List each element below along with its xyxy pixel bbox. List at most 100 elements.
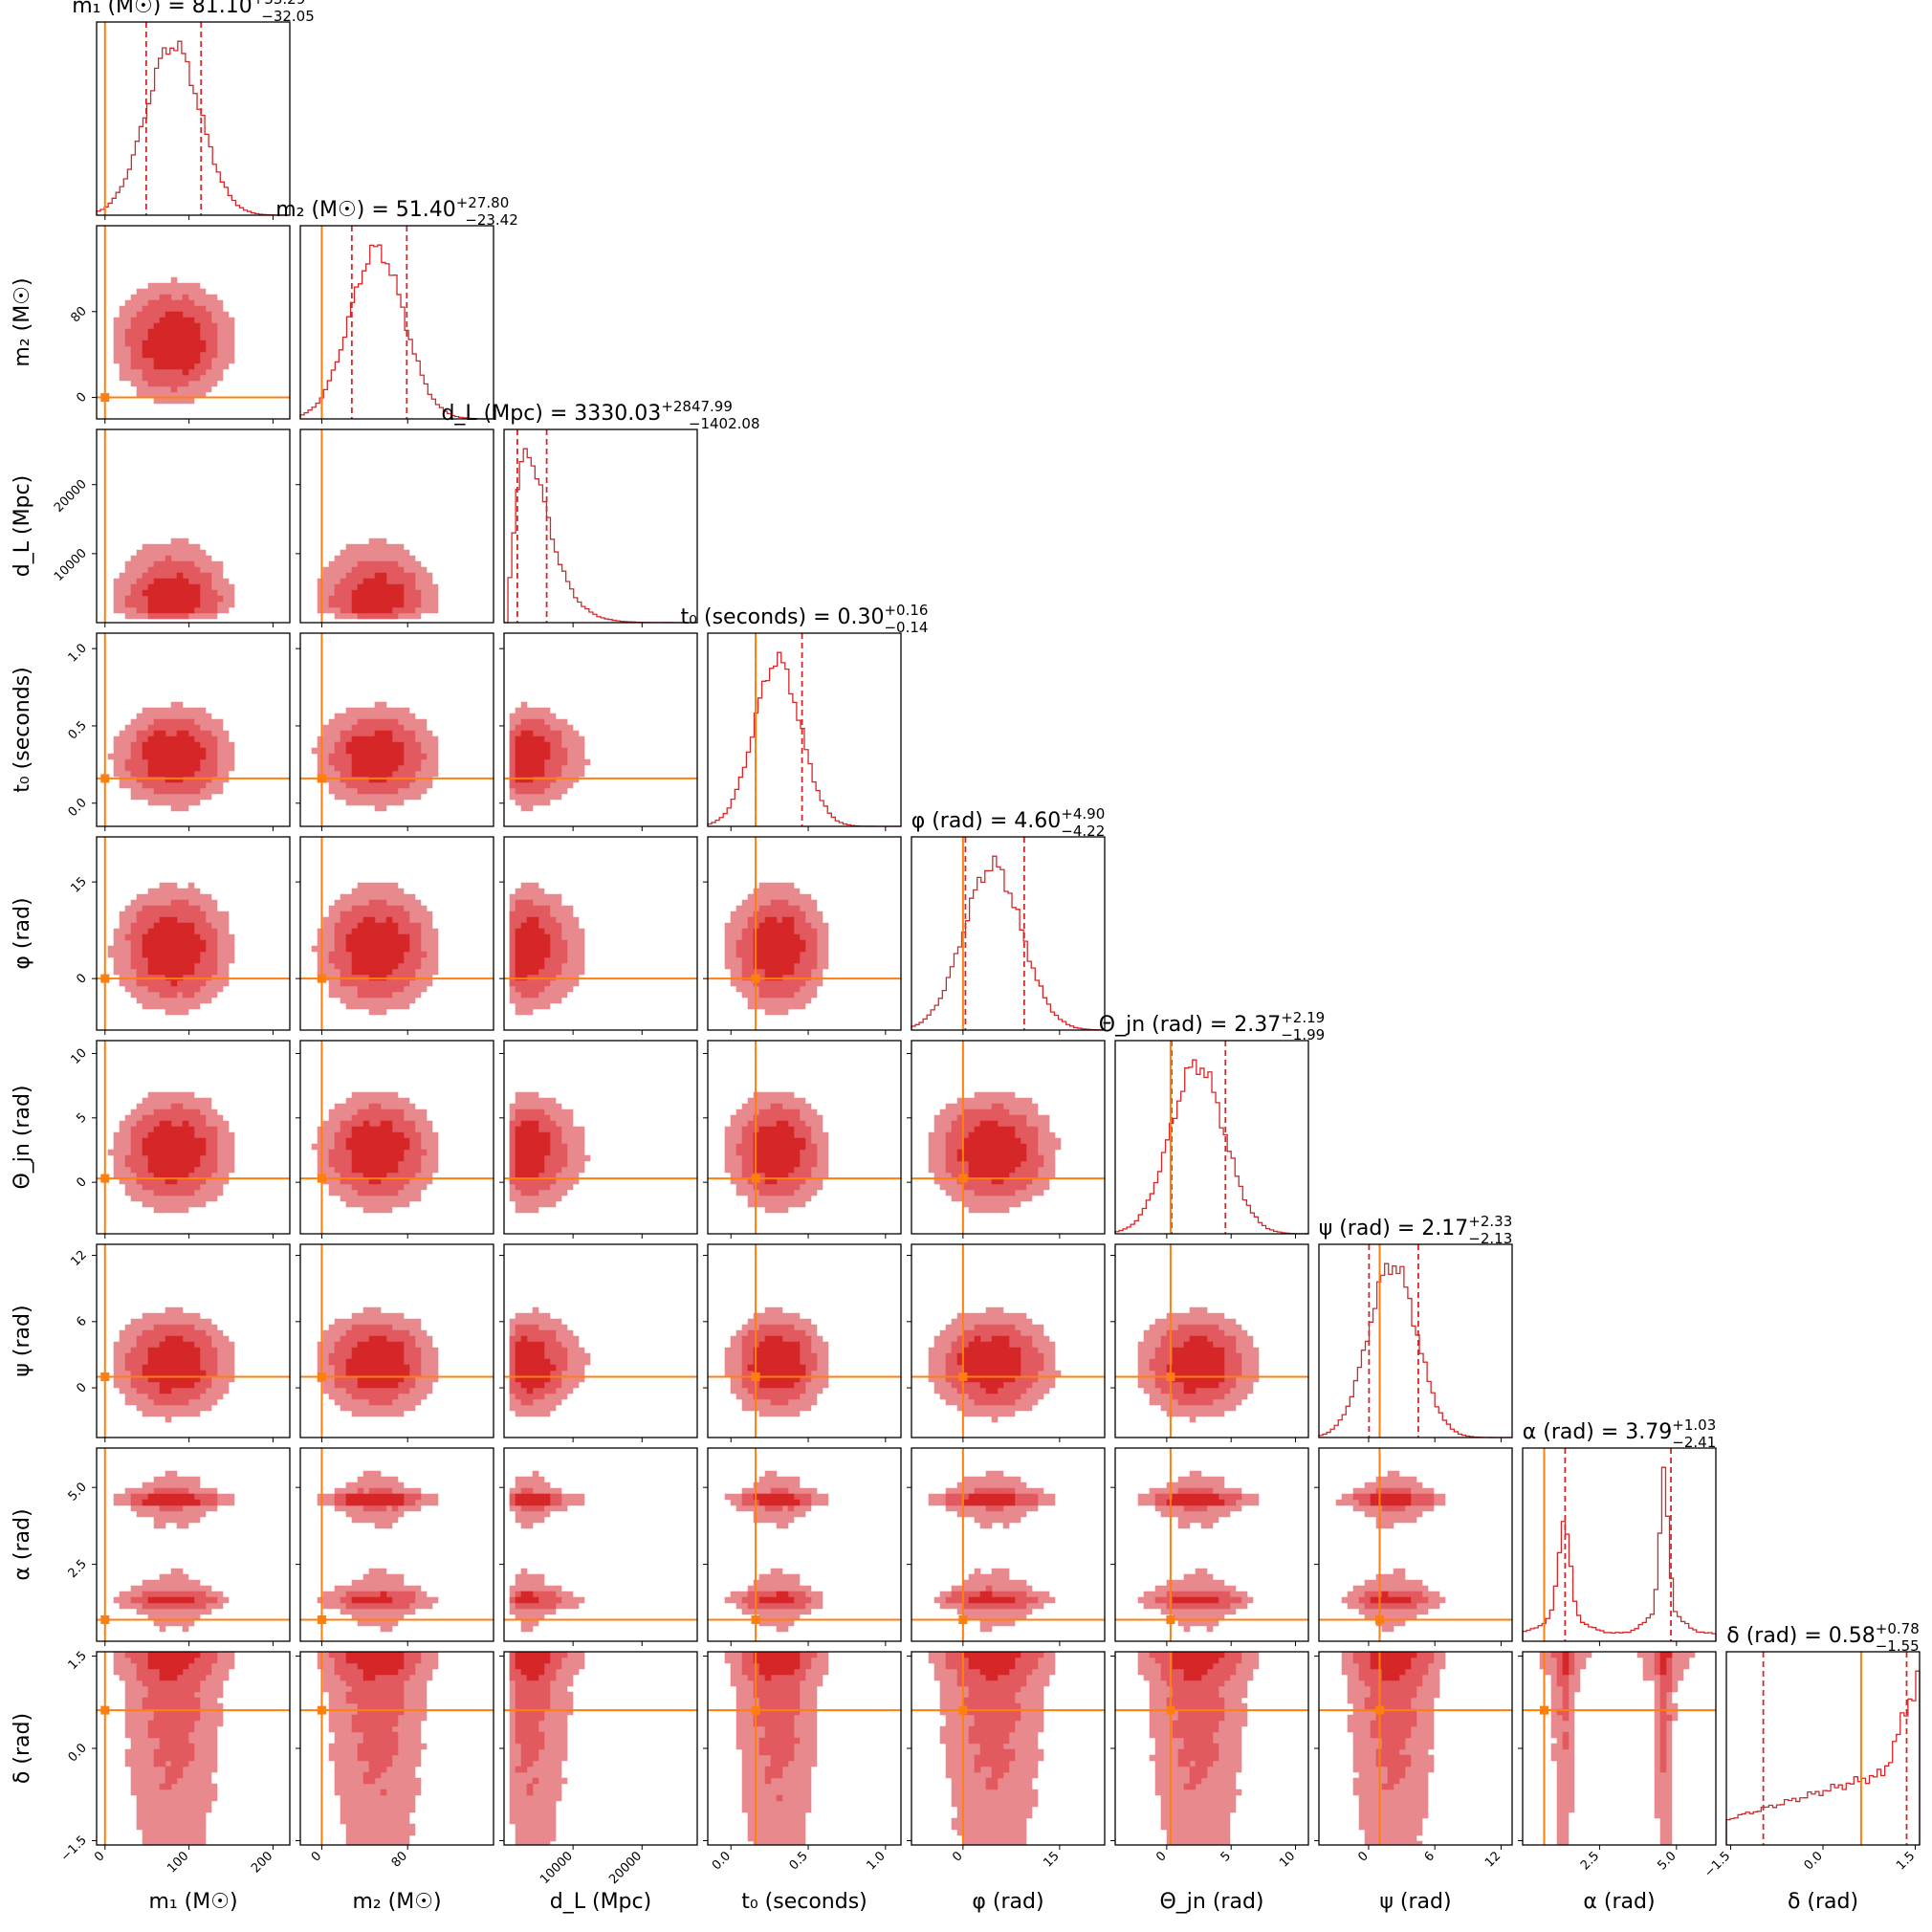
panel-delta-vs-theta	[1110, 1651, 1309, 1850]
title-main: α (rad) = 3.79	[1523, 1420, 1673, 1444]
panel-t0-vs-dL	[499, 632, 698, 831]
panel-frame	[503, 1447, 698, 1642]
truth-marker	[1540, 1705, 1549, 1715]
contour-layer	[300, 1652, 494, 1845]
marginal-histogram	[911, 855, 1106, 1031]
truth-marker	[958, 1705, 968, 1715]
truth-marker	[1374, 1705, 1384, 1715]
title-plus: +0.16	[884, 602, 928, 619]
contour-layer	[708, 1041, 901, 1234]
y-axis-label: Θ_jn (rad)	[11, 1085, 34, 1189]
panel-theta-vs-dL	[499, 1040, 698, 1239]
contour-layer	[97, 837, 290, 1030]
truth-marker	[100, 1705, 110, 1715]
panel-psi-vs-dL	[499, 1243, 698, 1442]
marginal-title: m₂ (M☉) = 51.40+27.80 −23.42	[275, 194, 518, 229]
contour-inner	[142, 572, 201, 614]
panel-m1-vs-m1: m₁ (M☉) = 81.10+33.29−32.05	[72, 0, 315, 220]
truth-marker	[317, 1372, 326, 1382]
truth-marker	[317, 1614, 326, 1624]
x-tick-label: 0.5	[787, 1849, 811, 1873]
contour-layer	[1319, 1652, 1512, 1845]
contour-inner	[962, 1493, 1016, 1604]
panel-frame	[707, 1040, 902, 1235]
panel-phi-vs-dL	[499, 836, 698, 1035]
panel-phi-vs-m2	[296, 836, 494, 1035]
panel-dL-vs-dL: d_L (Mpc) = 3330.03+2847.99 −1402.08	[441, 398, 760, 627]
panel-frame	[299, 836, 494, 1031]
panel-frame	[299, 428, 494, 624]
contour-inner	[351, 572, 405, 614]
truth-marker	[1166, 1614, 1175, 1624]
title-main: Θ_jn (rad) = 2.37	[1099, 1013, 1281, 1037]
panel-phi-vs-phi: φ (rad) = 4.60+4.90 −4.22	[911, 805, 1106, 1035]
panel-frame	[96, 836, 291, 1031]
panel-frame	[503, 1243, 698, 1438]
y-tick-label: 0.0	[66, 796, 90, 820]
x-axis-label: t₀ (seconds)	[741, 1890, 867, 1914]
contour-layer	[504, 1091, 697, 1214]
contour-layer	[300, 633, 494, 826]
title-main: m₁ (M☉) = 81.10	[72, 0, 252, 18]
x-tick-label: 0	[92, 1849, 107, 1864]
y-tick-label: 5.0	[66, 1480, 90, 1504]
contour-inner	[1166, 1493, 1225, 1604]
panel-alpha-vs-t0	[703, 1447, 902, 1646]
contour-inner	[1370, 1652, 1417, 1681]
x-tick-label: 0	[1153, 1849, 1169, 1864]
panel-frame	[911, 836, 1106, 1031]
title-minus: −2.41	[1672, 1434, 1716, 1451]
contour-middle	[741, 1652, 818, 1802]
marginal-title: t₀ (seconds) = 0.30+0.16 −0.14	[681, 602, 929, 636]
truth-marker	[751, 1614, 760, 1624]
x-tick-label: 100	[165, 1849, 191, 1876]
panel-theta-vs-m1	[92, 1040, 291, 1239]
contour-inner	[147, 1652, 201, 1681]
truth-marker	[751, 1705, 760, 1715]
marginal-histogram	[299, 244, 494, 420]
panel-frame	[503, 1040, 698, 1235]
y-tick-label: 10	[69, 1046, 90, 1067]
contour-inner	[753, 1120, 806, 1185]
title-main: ψ (rad) = 2.17	[1319, 1217, 1469, 1240]
panel-frame	[96, 632, 291, 827]
contour-layer	[504, 882, 697, 1016]
panel-delta-vs-psi	[1314, 1651, 1513, 1850]
panel-dL-vs-m2	[296, 428, 494, 627]
y-tick-label: 15	[69, 874, 90, 895]
marginal-title: m₁ (M☉) = 81.10+33.29−32.05	[72, 0, 315, 25]
x-tick-label: 0.0	[1802, 1849, 1826, 1873]
title-minus: −4.22	[1061, 823, 1105, 840]
contour-inner	[142, 730, 207, 783]
contour-inner	[345, 1120, 410, 1185]
marginal-histogram	[1114, 1059, 1309, 1235]
contour-layer	[504, 1470, 697, 1633]
panel-theta-vs-theta: Θ_jn (rad) = 2.37+2.19 −1.99	[1099, 1009, 1325, 1239]
truth-marker	[1374, 1614, 1384, 1624]
title-main: δ (rad) = 0.58	[1726, 1624, 1876, 1648]
contour-inner	[142, 916, 207, 987]
contour-layer	[300, 837, 494, 1030]
x-tick-label: 5.0	[1655, 1849, 1679, 1873]
panel-alpha-vs-dL	[499, 1447, 698, 1646]
truth-marker	[751, 1372, 760, 1382]
truth-marker	[317, 1174, 326, 1183]
x-tick-label: 5	[1218, 1849, 1234, 1864]
truth-marker	[1166, 1372, 1175, 1382]
x-tick-label: 1.0	[864, 1849, 888, 1873]
panel-frame	[707, 632, 902, 827]
contour-layer	[504, 1306, 697, 1417]
panel-frame	[96, 1040, 291, 1235]
contour-layer	[708, 837, 901, 1030]
x-axis-label: φ (rad)	[972, 1890, 1043, 1914]
contour-layer	[317, 429, 439, 623]
marginal-histogram	[96, 40, 291, 216]
marginal-title: Θ_jn (rad) = 2.37+2.19 −1.99	[1099, 1009, 1325, 1043]
x-tick-label: 10000	[538, 1849, 576, 1887]
panel-delta-vs-m1	[92, 1651, 291, 1850]
truth-marker	[100, 774, 110, 783]
y-tick-label: 1.0	[66, 641, 90, 665]
marginal-histogram	[1522, 1466, 1717, 1641]
x-axis-label: ψ (rad)	[1379, 1890, 1451, 1914]
y-axis-label: δ (rad)	[11, 1713, 34, 1784]
